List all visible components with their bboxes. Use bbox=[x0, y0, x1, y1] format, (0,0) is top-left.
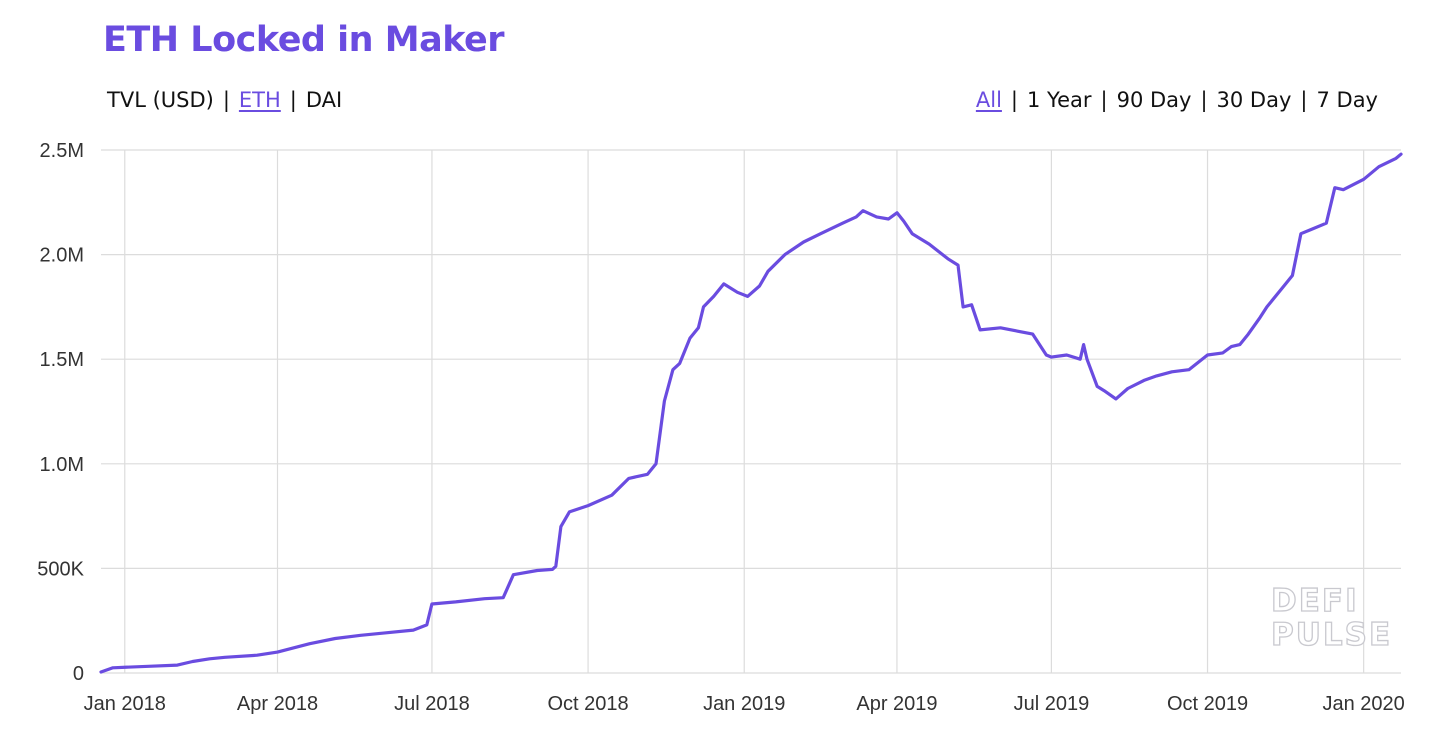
separator: | bbox=[1300, 88, 1308, 112]
range-toggle: All | 1 Year | 90 Day | 30 Day | 7 Day bbox=[976, 88, 1378, 112]
x-tick-label: Jan 2020 bbox=[1323, 693, 1405, 715]
watermark-line-2: PULSE bbox=[1270, 617, 1393, 653]
y-tick-label: 500K bbox=[37, 558, 84, 580]
separator: | bbox=[222, 88, 230, 112]
range-option-all[interactable]: All bbox=[975, 88, 1002, 112]
x-tick-label: Jul 2018 bbox=[394, 693, 470, 715]
y-tick-label: 2.5M bbox=[40, 140, 84, 162]
x-tick-label: Jul 2019 bbox=[1014, 693, 1090, 715]
y-tick-label: 0 bbox=[73, 663, 84, 685]
y-gridlines bbox=[101, 149, 1401, 674]
range-option-30-day[interactable]: 30 Day bbox=[1216, 88, 1292, 112]
range-option-90-day[interactable]: 90 Day bbox=[1116, 88, 1192, 112]
y-tick-label: 2.0M bbox=[40, 245, 84, 267]
x-tick-label: Oct 2018 bbox=[547, 693, 628, 715]
separator: | bbox=[1010, 88, 1018, 112]
x-axis-labels: Jan 2018 Apr 2018 Jul 2018 Oct 2018 Jan 2019… bbox=[84, 693, 1405, 715]
y-tick-label: 1.0M bbox=[40, 454, 84, 476]
range-option-1-year[interactable]: 1 Year bbox=[1027, 88, 1092, 112]
metric-option-dai[interactable]: DAI bbox=[305, 88, 343, 112]
chart-title: ETH Locked in Maker bbox=[103, 20, 505, 60]
y-axis-labels: 0 500K 1.0M 1.5M 2.0M 2.5M bbox=[37, 140, 84, 685]
watermark-line-1: DEFI bbox=[1270, 583, 1359, 619]
x-tick-label: Apr 2018 bbox=[237, 693, 318, 715]
x-gridlines bbox=[124, 150, 1365, 673]
metric-option-tvl-usd[interactable]: TVL (USD) bbox=[107, 88, 214, 112]
metric-option-eth[interactable]: ETH bbox=[238, 88, 281, 112]
separator: | bbox=[1100, 88, 1108, 112]
x-tick-label: Jan 2018 bbox=[84, 693, 166, 715]
y-tick-label: 1.5M bbox=[40, 349, 84, 371]
separator: | bbox=[1200, 88, 1208, 112]
x-tick-label: Apr 2019 bbox=[856, 693, 937, 715]
x-tick-label: Jan 2019 bbox=[703, 693, 785, 715]
separator: | bbox=[289, 88, 297, 112]
defi-pulse-watermark: DEFI PULSE bbox=[1270, 583, 1393, 653]
metric-toggle: TVL (USD) | ETH | DAI bbox=[107, 88, 342, 112]
range-option-7-day[interactable]: 7 Day bbox=[1316, 88, 1378, 112]
x-tick-label: Oct 2019 bbox=[1167, 693, 1248, 715]
eth-locked-series-line[interactable] bbox=[99, 152, 1403, 674]
